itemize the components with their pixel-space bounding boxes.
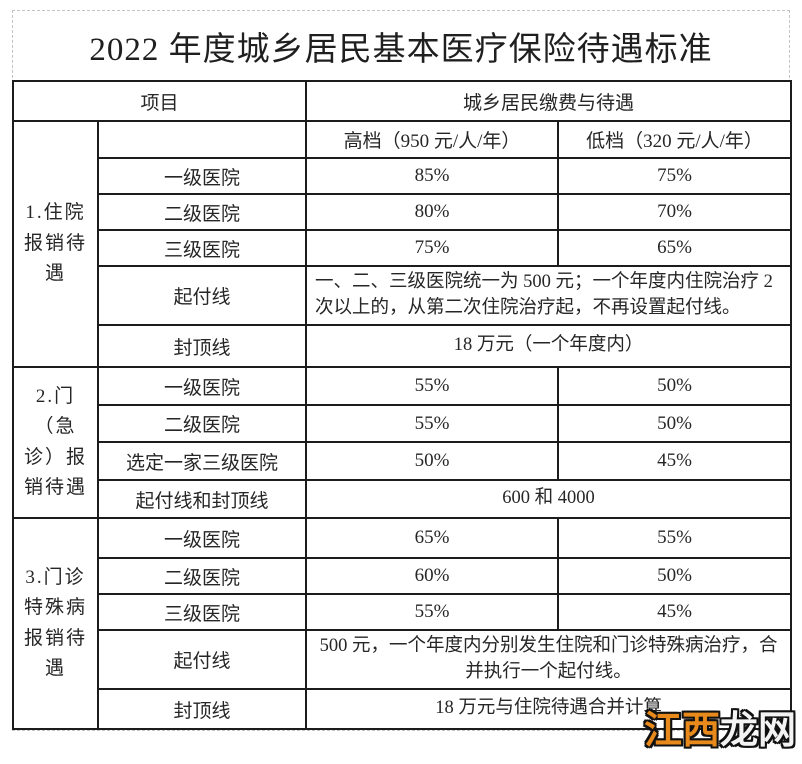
rate-high-cell: 55%	[305, 593, 560, 632]
benefits-table: 项目 城乡居民缴费与待遇 1.住院 报销待 遇 高档（950 元/人/年） 低档…	[11, 80, 793, 731]
table-row: 二级医院 60% 50%	[13, 557, 793, 596]
rate-high-cell: 65%	[305, 517, 560, 560]
hospital-level-cell: 二级医院	[96, 193, 308, 231]
rate-low-cell: 50%	[557, 366, 793, 407]
table-row: 起付线 500 元，一个年度内分别发生住院和门诊特殊病治疗，合并执行一个起付线。	[13, 629, 793, 691]
rate-low-cell: 55%	[557, 517, 793, 560]
row-label-cell: 起付线和封顶线	[96, 479, 308, 520]
page-title: 2022 年度城乡居民基本医疗保险待遇标准	[89, 31, 713, 68]
watermark-secondary: 龙网	[720, 710, 797, 752]
watermark-primary: 江西	[644, 710, 721, 752]
row-label-cell: 起付线	[96, 264, 308, 327]
rate-low-cell: 70%	[557, 193, 793, 231]
hospital-level-cell: 三级医院	[96, 229, 308, 267]
hospital-level-cell: 一级医院	[96, 366, 308, 407]
header-benefit-cell: 城乡居民缴费与待遇	[305, 80, 793, 122]
table-row: 2.门 （急 诊）报 销待遇 一级医院 55% 50%	[12, 366, 793, 520]
rate-high-cell: 85%	[305, 157, 560, 195]
table-row: 二级医院 55% 50%	[13, 404, 793, 444]
hospital-level-cell: 三级医院	[96, 593, 308, 632]
tier-empty-cell	[96, 120, 308, 159]
cap-text-cell: 18 万元与住院待遇合并计算	[305, 688, 793, 731]
table-row: 三级医院 55% 45%	[13, 593, 793, 632]
rate-high-cell: 75%	[305, 229, 560, 267]
rate-low-cell: 50%	[557, 404, 793, 444]
deductible-text-cell: 一、二、三级医院统一为 500 元；一个年度内住院治疗 2 次以上的，从第二次住…	[305, 264, 793, 327]
rate-high-cell: 55%	[305, 366, 560, 407]
table-row: 二级医院 80% 70%	[13, 193, 793, 231]
table-row: 封顶线 18 万元（一个年度内）	[13, 324, 793, 369]
hospital-level-cell: 选定一家三级医院	[96, 441, 308, 482]
rate-low-cell: 75%	[557, 157, 793, 195]
table-row: 3.门诊 特殊病 报销待 遇 一级医院 65% 55%	[12, 517, 793, 731]
tier-high-cell: 高档（950 元/人/年）	[305, 120, 560, 159]
section-3-label-cell: 3.门诊 特殊病 报销待 遇	[12, 517, 99, 731]
table-row: 封顶线 18 万元与住院待遇合并计算	[13, 688, 793, 731]
rate-high-cell: 50%	[305, 441, 560, 482]
rate-low-cell: 45%	[557, 593, 793, 632]
rate-low-cell: 45%	[557, 441, 793, 482]
table-row: 起付线和封顶线 600 和 4000	[13, 479, 793, 520]
table-row: 起付线 一、二、三级医院统一为 500 元；一个年度内住院治疗 2 次以上的，从…	[13, 264, 793, 327]
rate-low-cell: 65%	[557, 229, 793, 267]
header-item-cell: 项目	[11, 80, 308, 122]
row-label-cell: 封顶线	[96, 688, 308, 731]
hospital-level-cell: 一级医院	[96, 157, 308, 195]
rate-high-cell: 80%	[305, 193, 560, 231]
table-header-row: 项目 城乡居民缴费与待遇	[11, 80, 793, 122]
site-watermark: 江西龙网	[644, 710, 796, 754]
deductible-cap-value-cell: 600 和 4000	[305, 479, 793, 520]
hospital-level-cell: 二级医院	[96, 557, 308, 596]
document-sheet: 2022 年度城乡居民基本医疗保险待遇标准 项目 城乡居民缴费与待遇 1.住院 …	[11, 10, 793, 732]
rate-low-cell: 50%	[557, 557, 793, 596]
section-2-label-cell: 2.门 （急 诊）报 销待遇	[12, 366, 99, 520]
hospital-level-cell: 一级医院	[96, 517, 308, 560]
tier-low-cell: 低档（320 元/人/年）	[557, 120, 793, 159]
hospital-level-cell: 二级医院	[96, 404, 308, 444]
section-1-label-cell: 1.住院 报销待 遇	[12, 119, 99, 369]
tier-row: 1.住院 报销待 遇 高档（950 元/人/年） 低档（320 元/人/年）	[12, 119, 793, 369]
table-row: 一级医院 85% 75%	[13, 157, 793, 195]
row-label-cell: 封顶线	[96, 324, 308, 369]
table-row: 三级医院 75% 65%	[13, 229, 793, 267]
deductible-text-cell: 500 元，一个年度内分别发生住院和门诊特殊病治疗，合并执行一个起付线。	[305, 629, 793, 691]
rate-high-cell: 55%	[305, 404, 560, 444]
rate-high-cell: 60%	[305, 557, 560, 596]
cap-text-cell: 18 万元（一个年度内）	[305, 324, 793, 369]
table-row: 选定一家三级医院 50% 45%	[13, 441, 793, 482]
row-label-cell: 起付线	[96, 629, 308, 691]
